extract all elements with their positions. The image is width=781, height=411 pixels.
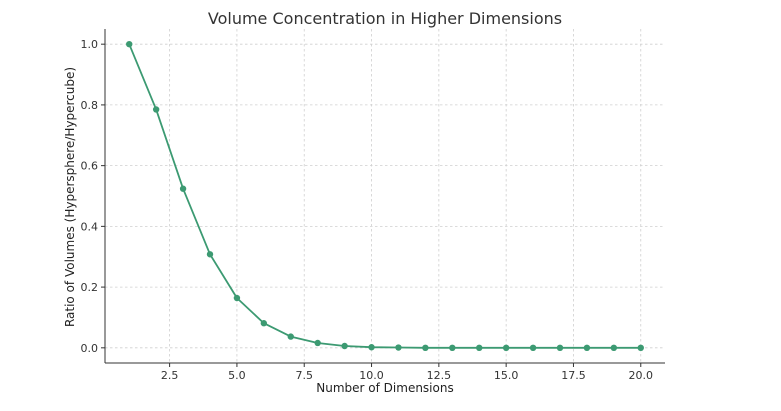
y-tick-label: 0.6 [81,160,99,173]
y-tick-label: 0.0 [81,342,99,355]
data-point [179,185,187,192]
data-point [260,320,268,327]
data-series [126,40,644,352]
data-point [637,344,644,352]
x-axis-label: Number of Dimensions [316,381,453,395]
data-point [556,344,564,352]
x-tick-label: 5.0 [228,369,246,382]
data-point [314,339,321,347]
y-axis-ticks: 0.0 0.2 0.4 0.6 0.8 1.0 [81,38,105,355]
x-tick-label: 12.5 [427,369,452,382]
data-point [206,251,214,258]
data-point [126,40,133,48]
y-axis-label: Ratio of Volumes (Hypersphere/Hypercube) [63,67,77,327]
y-tick-label: 0.4 [81,220,99,233]
x-tick-label: 20.0 [629,369,654,382]
data-point [341,342,348,350]
x-tick-label: 15.0 [494,369,519,382]
x-axis-ticks: 2.5 5.0 7.5 10.0 12.5 15.0 17.5 20.0 [161,363,653,382]
data-point [449,344,456,352]
y-tick-label: 0.2 [81,281,99,294]
data-point [368,344,375,351]
data-point [233,294,241,302]
y-tick-label: 0.8 [81,99,99,112]
data-point [610,344,618,352]
x-tick-label: 2.5 [161,369,179,382]
x-tick-label: 7.5 [295,369,313,382]
y-tick-label: 1.0 [81,38,99,51]
data-point [422,344,429,352]
x-tick-label: 17.5 [561,369,586,382]
data-point [287,333,294,340]
chart-title: Volume Concentration in Higher Dimension… [208,9,562,28]
data-point [395,344,402,351]
data-point [476,344,483,352]
data-point [152,106,160,113]
data-point [529,344,537,352]
data-point [583,344,591,352]
series-line-0 [128,43,641,349]
data-point [502,344,510,352]
axes [104,29,665,364]
x-tick-label: 10.0 [359,369,384,382]
